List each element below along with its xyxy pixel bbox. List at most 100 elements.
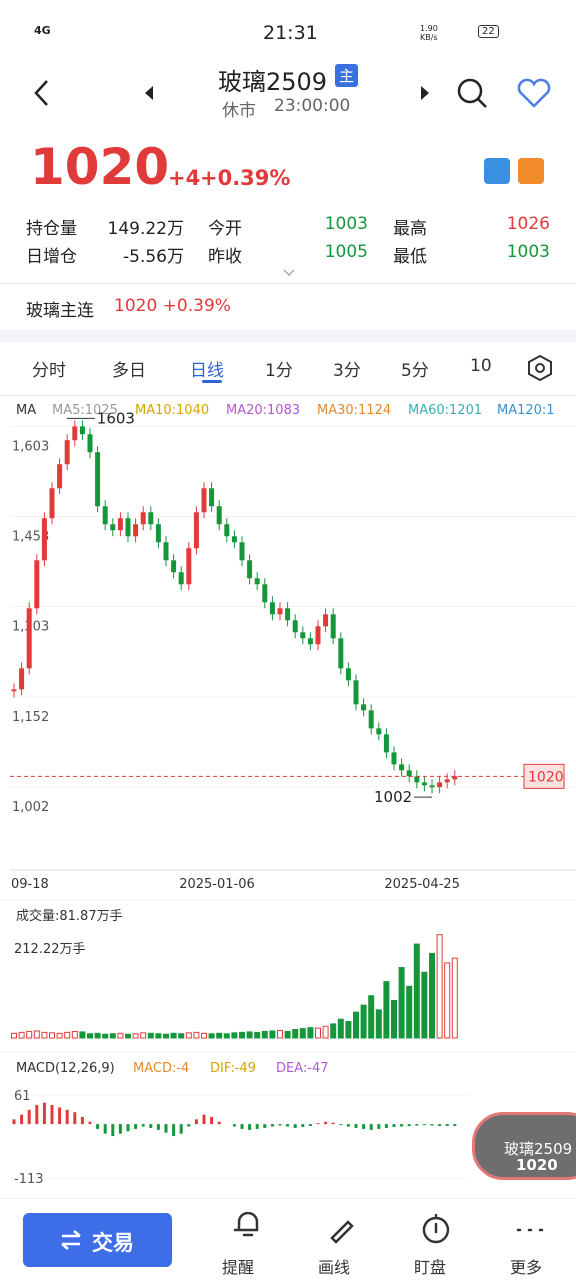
candle <box>239 542 245 561</box>
tab-indicator <box>202 380 222 383</box>
candle <box>399 764 405 771</box>
back-button[interactable] <box>30 78 54 108</box>
volume-bar <box>87 1033 93 1039</box>
candle <box>300 632 306 639</box>
volume-bar <box>368 995 375 1039</box>
contract-title: 玻璃2509 <box>218 68 328 96</box>
max-label: 1603 <box>97 409 135 427</box>
prev-contract[interactable] <box>142 84 156 102</box>
volume-bar <box>330 1023 337 1039</box>
nav-item[interactable]: 画线 <box>318 1258 351 1277</box>
volume-bar <box>337 1018 344 1039</box>
volume-bar <box>413 943 420 1039</box>
stat-value: 1003 <box>324 214 368 234</box>
candle <box>178 572 184 585</box>
volume-bar <box>155 1033 162 1039</box>
period-tab[interactable]: 3分 <box>333 361 361 381</box>
volume-bar <box>421 971 428 1039</box>
volume-bar <box>429 952 435 1039</box>
volume-bar <box>102 1033 109 1039</box>
candle <box>125 518 131 537</box>
chart: 1,6031,4531,3031,1521,00209-182025-01-06… <box>0 409 576 1187</box>
stat-label: 今开 <box>208 219 242 239</box>
period-tab[interactable]: 日线 <box>190 361 224 381</box>
stat-label: 昨收 <box>208 247 242 267</box>
candle <box>216 506 222 525</box>
macd-legend: MACD:-4 <box>133 1061 189 1076</box>
candle <box>292 620 298 633</box>
nav-icon <box>422 1213 450 1244</box>
network: 4G <box>34 24 51 37</box>
divider <box>0 1198 576 1199</box>
nav-item[interactable]: 盯盘 <box>414 1258 447 1277</box>
nav-item[interactable]: 更多 <box>510 1258 543 1277</box>
y-tick-label: 61 <box>14 1089 31 1104</box>
volume-bar <box>117 1032 124 1039</box>
volume-bar <box>41 1031 48 1039</box>
expand[interactable] <box>282 268 296 278</box>
volume-bar <box>277 1029 283 1039</box>
candle <box>57 464 63 489</box>
y-tick-label: 1,152 <box>12 710 49 725</box>
period-tab[interactable]: 5分 <box>401 361 429 381</box>
macd-legend: MACD(12,26,9) <box>16 1061 115 1076</box>
volume-bar <box>451 957 458 1039</box>
widget-price: 1020 <box>516 1156 558 1174</box>
candle <box>368 710 374 729</box>
divider <box>0 395 576 396</box>
volume-bar <box>360 1004 367 1039</box>
ma-label: MA60:1201 <box>408 403 483 418</box>
volume-bar <box>269 1030 276 1039</box>
volume-bar <box>56 1032 63 1039</box>
clock: 21:31 <box>263 22 318 44</box>
candle <box>72 426 78 441</box>
nav-item[interactable]: 提醒 <box>222 1258 255 1277</box>
next-contract[interactable] <box>418 84 432 102</box>
volume-bar <box>239 1031 245 1039</box>
nav-icon <box>330 1220 354 1244</box>
volume-bar <box>353 1011 359 1039</box>
volume-bar <box>406 985 413 1039</box>
candle <box>330 614 336 639</box>
volume-bar <box>79 1031 86 1039</box>
candle <box>254 578 260 585</box>
tool-icons[interactable] <box>482 156 548 188</box>
favorite-button[interactable] <box>516 78 552 110</box>
last-price: 1020 <box>30 138 170 196</box>
volume-bar <box>125 1033 131 1039</box>
trade-button[interactable] <box>23 1213 172 1267</box>
candle <box>231 536 237 543</box>
candle <box>102 506 108 525</box>
candle <box>323 614 329 627</box>
candle <box>171 560 177 573</box>
stat-value: 1003 <box>506 242 550 262</box>
y-tick-label: 1,002 <box>12 800 49 815</box>
candle <box>110 524 116 531</box>
candle <box>452 776 458 780</box>
search-button[interactable] <box>454 75 490 111</box>
volume-bar <box>33 1030 40 1039</box>
candle <box>201 488 207 513</box>
volume-bar <box>444 962 451 1039</box>
candle <box>437 782 443 788</box>
volume-bar <box>163 1033 169 1039</box>
ma-label: MA10:1040 <box>135 403 210 418</box>
stat-label: 持仓量 <box>26 219 77 239</box>
floating-widget[interactable] <box>472 1112 576 1180</box>
battery: 22 <box>478 25 499 38</box>
period-tab[interactable]: 多日 <box>112 361 146 381</box>
period-tab[interactable]: 1分 <box>265 361 293 381</box>
price-change-pct: +0.39% <box>200 166 291 190</box>
y-tick-label: -113 <box>14 1172 44 1187</box>
candle <box>315 626 321 645</box>
market-time: 23:00:00 <box>274 96 351 116</box>
volume-bar <box>178 1033 185 1039</box>
volume-bar <box>345 1021 352 1039</box>
macd-legend: DIF:-49 <box>210 1061 256 1076</box>
settings[interactable] <box>526 354 554 382</box>
period-tab[interactable]: 10 <box>470 356 492 376</box>
candle <box>376 728 382 735</box>
volume-bar <box>185 1032 192 1039</box>
period-tab[interactable]: 分时 <box>32 361 66 381</box>
